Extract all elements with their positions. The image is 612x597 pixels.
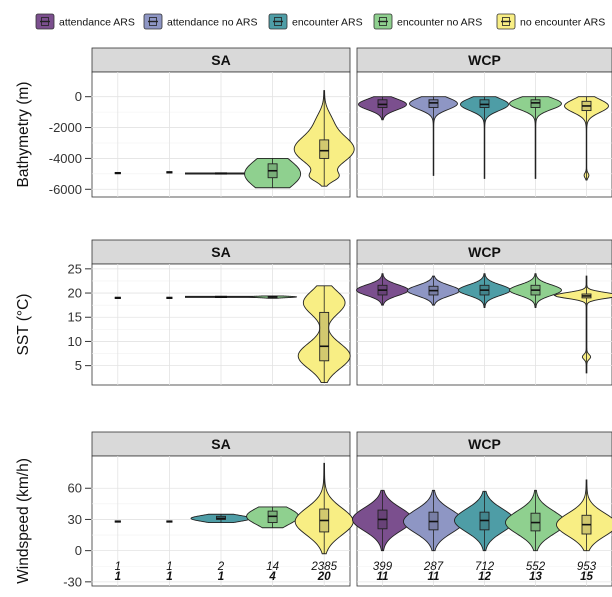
legend-key-box-attendance-ars xyxy=(41,17,49,26)
legend-key-box-encounter-no-ars xyxy=(379,17,387,26)
violin-encounter-no-ars xyxy=(509,273,562,309)
y-tick-label: 5 xyxy=(75,358,82,373)
count-label-top: 1 xyxy=(166,561,172,573)
violin-encounter-ars xyxy=(454,490,515,552)
legend-label-encounter-ars: encounter ARS xyxy=(292,17,363,29)
count-label-bottom: 1 xyxy=(166,571,172,583)
legend: attendance ARS attendance no ARS encounter… xyxy=(35,13,605,30)
y-axis-label-bathymetry-m: Bathymetry (m) xyxy=(15,82,32,188)
legend-label-attendance-no-ars: attendance no ARS xyxy=(167,17,258,29)
facet-strip xyxy=(91,431,351,457)
violin-attendance-no-ars xyxy=(407,275,460,306)
legend-item-encounter-no-ars: encounter no ARS xyxy=(373,13,482,30)
legend-item-attendance-no-ars: attendance no ARS xyxy=(143,13,258,30)
count-label-top: 1 xyxy=(115,561,121,573)
legend-item-no-encounter-ars: no encounter ARS xyxy=(496,13,605,30)
count-label-bottom: 1 xyxy=(115,571,121,583)
y-tick-label: 0 xyxy=(75,543,82,558)
box xyxy=(319,139,330,159)
facet-label-sa: SA xyxy=(211,52,230,68)
panel-windspeed-km-h-wcp: WCP 399 287 712 552 953 11 11 12 13 15 xyxy=(352,431,612,587)
y-axis-label-windspeed-km-h: Windspeed (km/h) xyxy=(15,458,32,584)
box xyxy=(319,311,330,362)
panel-bathymetry-m-sa: SA xyxy=(91,47,355,198)
count-label-bottom: 15 xyxy=(580,571,593,583)
facet-strip xyxy=(91,239,351,265)
y-axis-label-sst-c: SST (°C) xyxy=(15,294,32,356)
violin-encounter-ars xyxy=(458,273,511,309)
panel-sst-c-sa: SA xyxy=(91,239,351,386)
violin-encounter-ars xyxy=(460,96,509,179)
violin-no-encounter-ars xyxy=(297,285,351,384)
facet-label-wcp: WCP xyxy=(468,436,501,452)
y-tick-label: 20 xyxy=(68,286,82,301)
violin-attendance-no-ars xyxy=(403,489,464,552)
violin-no-encounter-ars xyxy=(294,462,354,555)
y-tick-label: 25 xyxy=(68,261,82,276)
count-label-bottom: 12 xyxy=(478,571,491,583)
legend-label-no-encounter-ars: no encounter ARS xyxy=(520,17,605,29)
count-label-bottom: 4 xyxy=(268,571,276,583)
legend-label-attendance-ars: attendance ARS xyxy=(59,17,135,29)
count-label-top: 712 xyxy=(475,561,495,573)
violin-encounter-no-ars xyxy=(509,96,562,179)
y-tick-label: 0 xyxy=(75,89,82,104)
count-label-top: 2 xyxy=(217,561,225,573)
y-tick-label: -30 xyxy=(63,574,82,589)
y-tick-label: -4000 xyxy=(49,151,82,166)
y-tick-label: 30 xyxy=(68,512,82,527)
violin-attendance-ars xyxy=(352,489,413,552)
violin-attendance-no-ars xyxy=(409,96,458,176)
violin-no-encounter-ars xyxy=(553,275,612,374)
facet-label-sa: SA xyxy=(211,436,230,452)
count-label-bottom: 20 xyxy=(317,571,331,583)
facet-label-wcp: WCP xyxy=(468,244,501,260)
facet-label-wcp: WCP xyxy=(468,52,501,68)
count-label-bottom: 11 xyxy=(377,571,389,583)
legend-key-box-no-encounter-ars xyxy=(502,17,510,26)
violin-no-encounter-ars xyxy=(564,96,609,181)
count-label-top: 14 xyxy=(266,561,279,573)
count-label-top: 2385 xyxy=(310,561,337,573)
count-label-top: 953 xyxy=(577,561,597,573)
y-tick-label: -2000 xyxy=(49,120,82,135)
count-label-top: 552 xyxy=(526,561,546,573)
legend-key-box-encounter-ars xyxy=(274,17,282,26)
count-label-top: 399 xyxy=(373,561,393,573)
legend-label-encounter-no-ars: encounter no ARS xyxy=(397,17,482,29)
y-tick-label: -6000 xyxy=(49,182,82,197)
panel-sst-c-wcp: WCP xyxy=(356,239,612,386)
violin-encounter-ars xyxy=(190,513,252,524)
facet-strip xyxy=(91,47,351,73)
row-bathymetry-m: Bathymetry (m) 0 -2000 -4000 -6000 SA WCP xyxy=(15,47,612,198)
legend-item-attendance-ars: attendance ARS xyxy=(35,13,135,30)
row-sst-c: SST (°C) 5 10 15 20 25 SA WCP xyxy=(15,239,612,386)
legend-item-encounter-ars: encounter ARS xyxy=(268,13,363,30)
violin-attendance-ars xyxy=(356,273,409,306)
y-tick-label: 60 xyxy=(68,481,82,496)
facet-label-sa: SA xyxy=(211,244,230,260)
count-label-bottom: 1 xyxy=(218,571,224,583)
violin-encounter-no-ars xyxy=(248,295,298,299)
violin-encounter-no-ars xyxy=(244,157,302,189)
facet-strip xyxy=(356,47,612,73)
legend-key-box-attendance-no-ars xyxy=(149,17,157,26)
violin-attendance-ars xyxy=(358,96,407,121)
count-label-top: 287 xyxy=(423,561,444,573)
y-tick-label: 15 xyxy=(68,310,82,325)
count-label-bottom: 13 xyxy=(529,571,542,583)
violin-no-encounter-ars xyxy=(556,479,612,552)
y-tick-label: 10 xyxy=(68,334,82,349)
count-label-bottom: 11 xyxy=(428,571,440,583)
panel-bathymetry-m-wcp: WCP xyxy=(356,47,612,198)
violin-no-encounter-ars xyxy=(293,90,355,187)
